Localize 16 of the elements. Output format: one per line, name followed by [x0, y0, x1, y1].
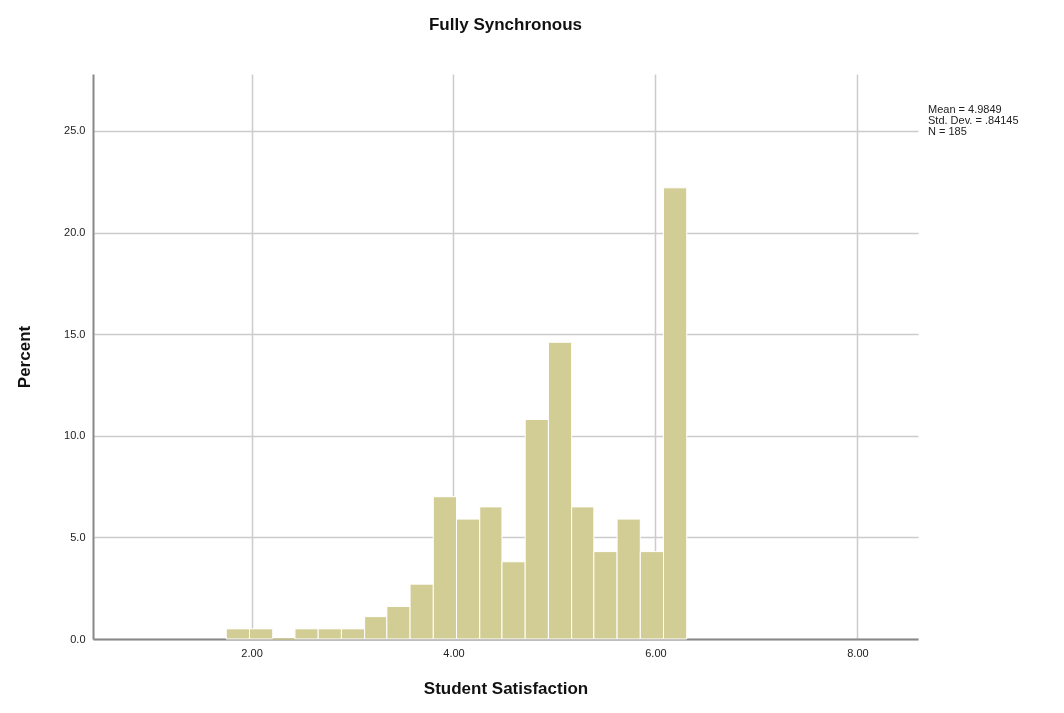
x-axis-title: Student Satisfaction: [423, 678, 589, 698]
chart-title: Fully Synchronous: [428, 15, 583, 34]
text: N = 185: [928, 125, 967, 137]
x-tick-label: 2.00: [241, 646, 263, 659]
y-tick-label: 15.0: [64, 327, 86, 340]
x-tick-label: 8.00: [847, 646, 869, 659]
y-tick-label: 10.0: [64, 429, 86, 442]
y-tick-label: 0.0: [70, 632, 86, 645]
y-tick-label: 5.0: [70, 530, 86, 543]
y-tick-label: 20.0: [64, 226, 86, 239]
y-tick-label: 25.0: [64, 124, 86, 137]
text: Mean = 4.9849: [928, 103, 1002, 115]
y-axis-title: Percent: [15, 325, 35, 389]
x-tick-label: 4.00: [443, 646, 465, 659]
text: Std. Dev. = .84145: [928, 114, 1019, 126]
x-tick-label: 6.00: [645, 646, 667, 659]
